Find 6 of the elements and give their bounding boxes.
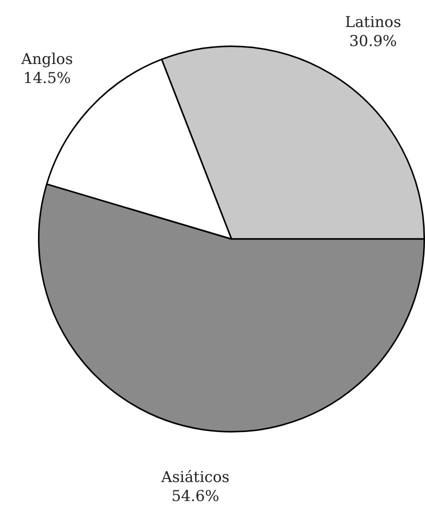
data-label: 54.6% <box>172 487 220 506</box>
slice-label: Anglos <box>20 50 73 68</box>
slice-label: Asiáticos <box>160 468 230 486</box>
data-label: 14.5% <box>23 68 71 87</box>
data-label: 30.9% <box>349 32 397 50</box>
slice-label: Latinos <box>345 12 402 31</box>
